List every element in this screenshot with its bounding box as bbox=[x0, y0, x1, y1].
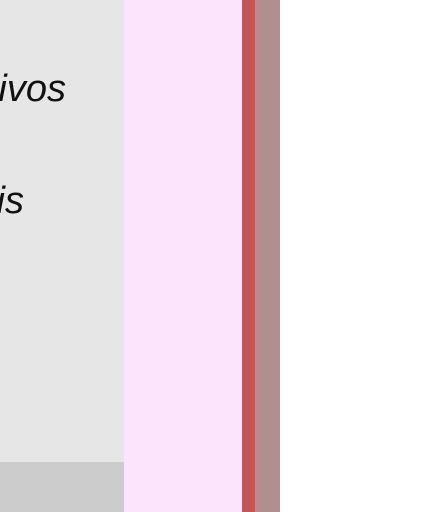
pink-panel bbox=[124, 0, 242, 512]
panel-text-1: ivos bbox=[0, 68, 66, 110]
blank-content-area bbox=[280, 0, 433, 512]
left-panel-footer bbox=[0, 462, 124, 512]
panel-text-2: is bbox=[0, 180, 24, 222]
red-divider-stripe bbox=[242, 0, 255, 512]
mauve-divider-stripe bbox=[255, 0, 280, 512]
left-panel: ivos is bbox=[0, 0, 124, 512]
